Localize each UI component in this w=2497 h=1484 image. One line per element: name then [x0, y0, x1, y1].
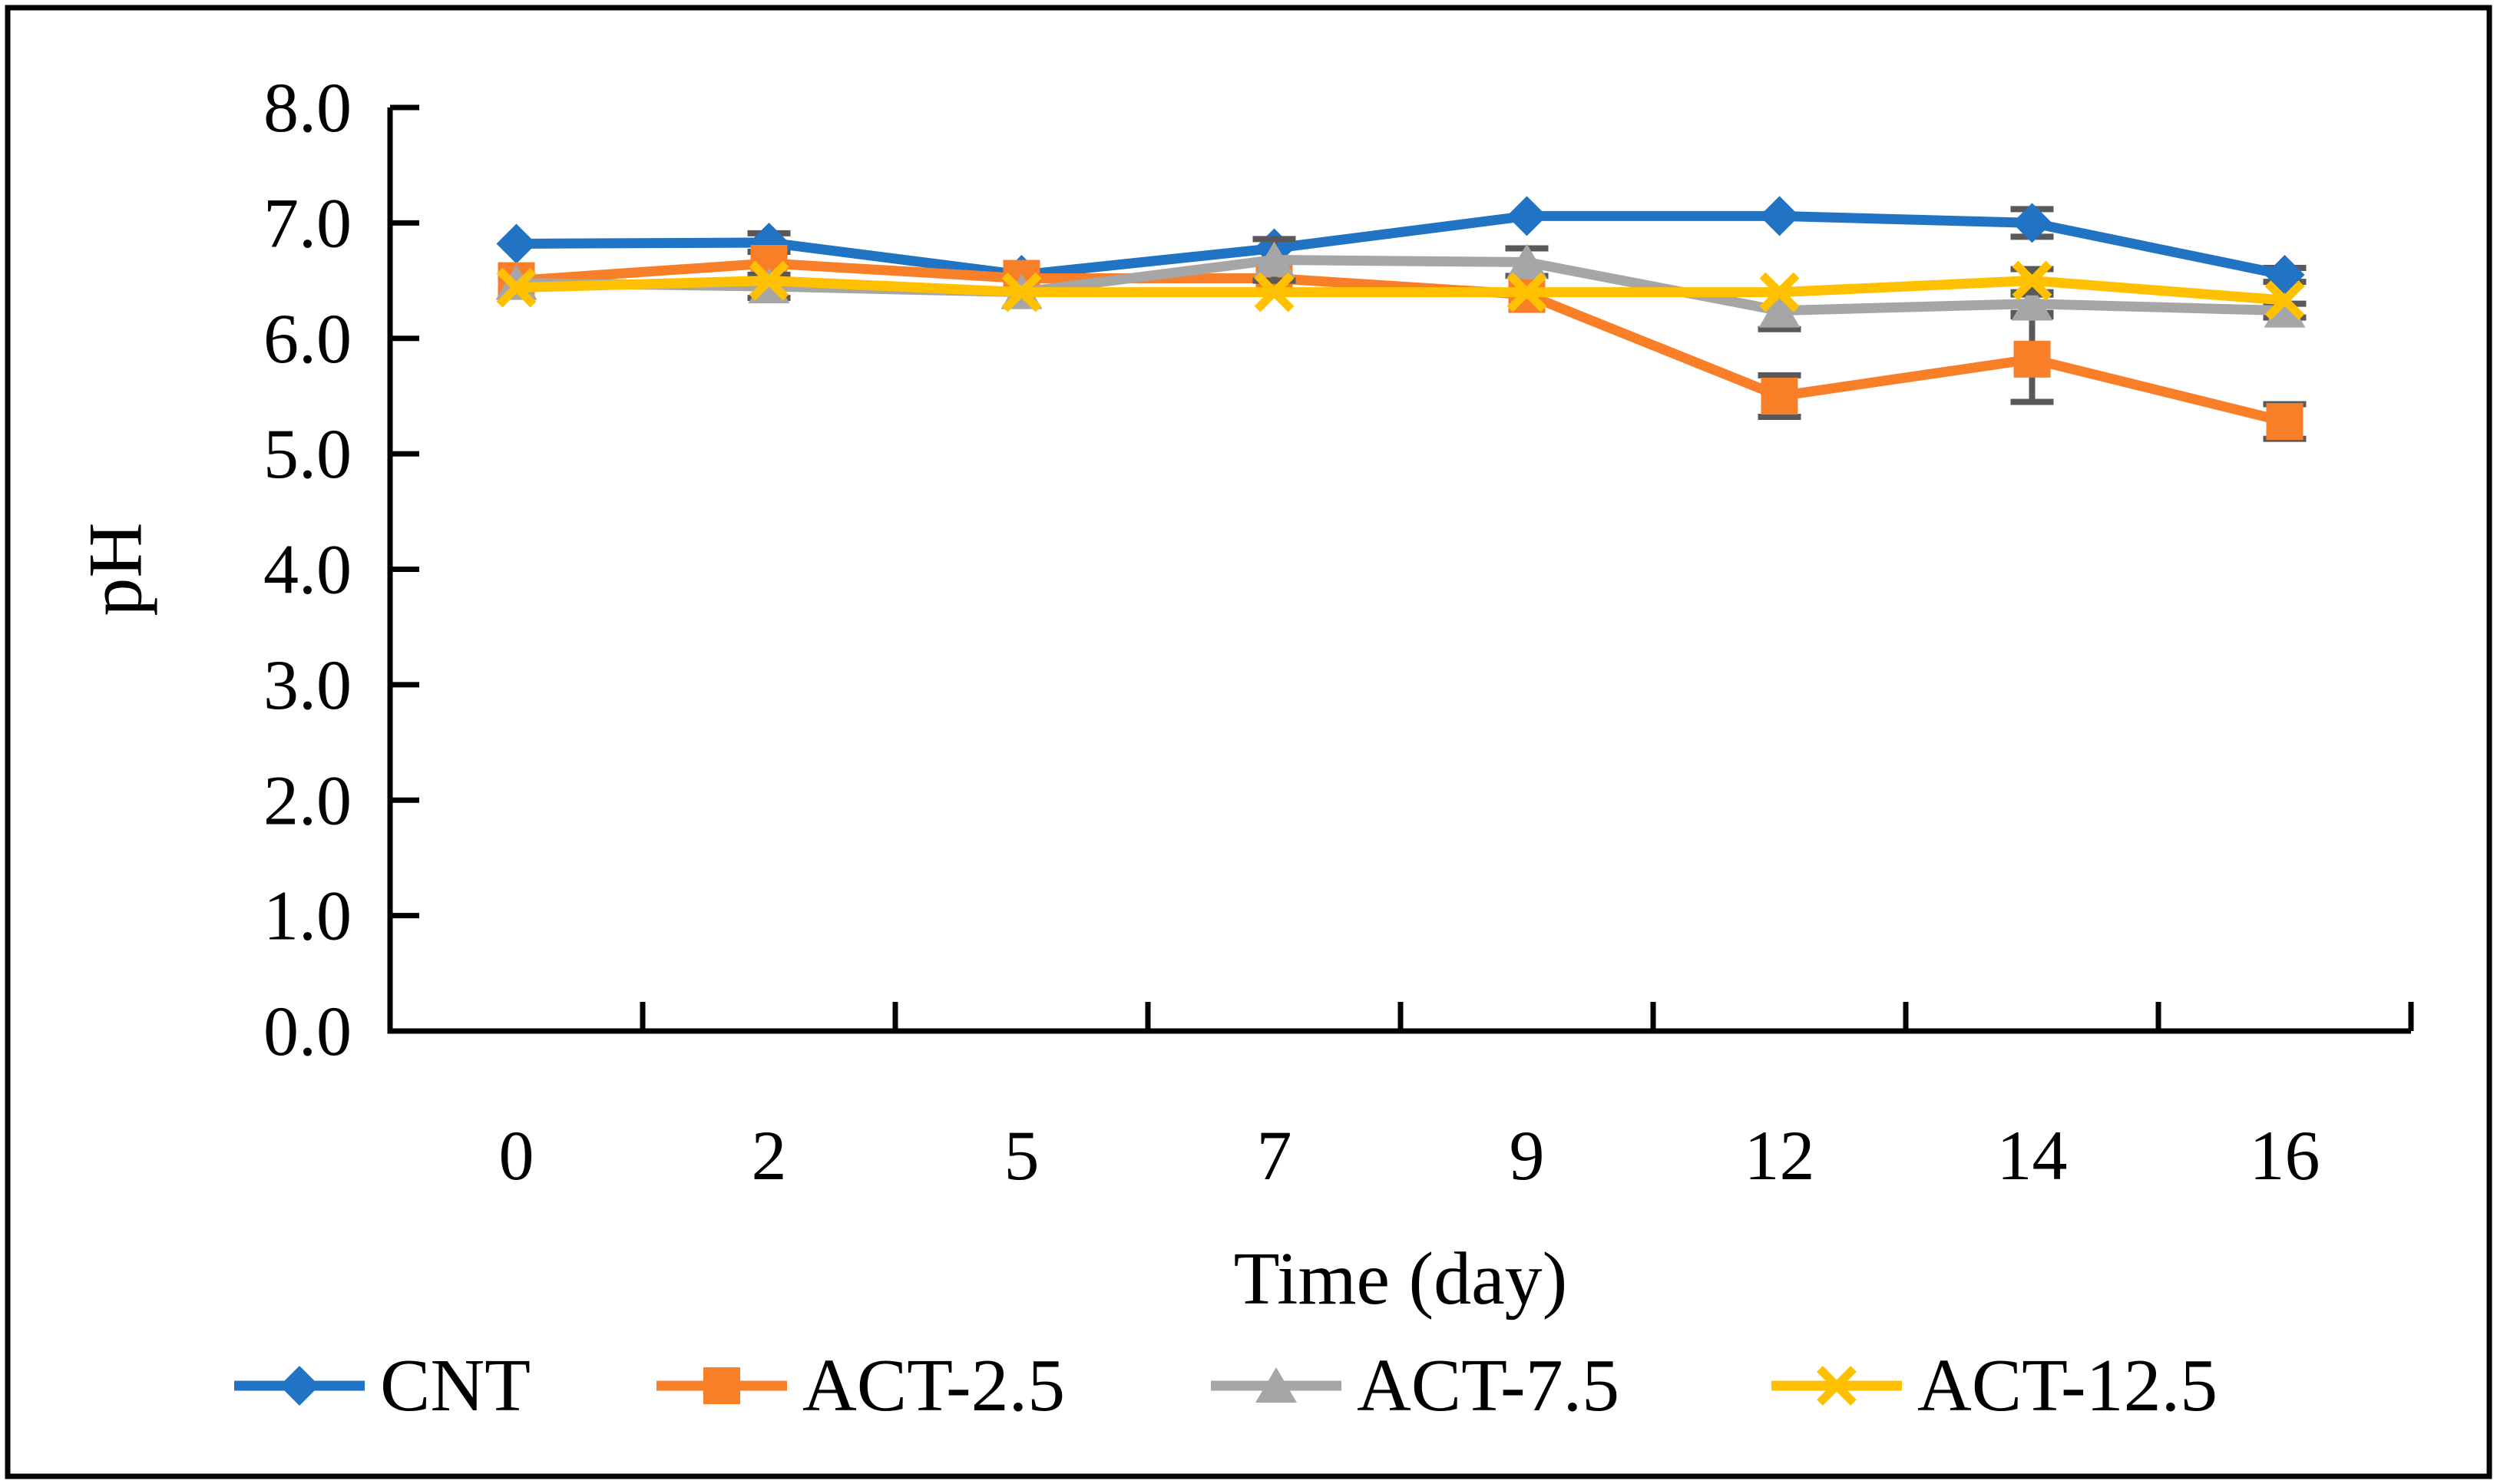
- y-tick-label: 0.0: [263, 992, 352, 1070]
- marker-triangle: [1758, 292, 1801, 328]
- marker-diamond: [279, 1366, 319, 1406]
- figure-border: [5, 5, 2492, 1479]
- series-line-CNT: [516, 210, 2286, 280]
- y-tick-label: 7.0: [263, 183, 352, 262]
- legend-label: ACT-7.5: [1357, 1344, 1619, 1427]
- marker-triangle: [2011, 285, 2053, 321]
- marker-triangle: [2264, 292, 2306, 328]
- marker-x: [1001, 272, 1042, 312]
- y-tick-label: 2.0: [263, 761, 352, 839]
- marker-square: [2266, 403, 2304, 441]
- marker-square: [703, 1367, 740, 1404]
- marker-x: [1254, 272, 1295, 312]
- y-axis-title: pH: [73, 522, 158, 616]
- y-tick-label: 8.0: [263, 68, 352, 147]
- marker-diamond: [2012, 203, 2052, 243]
- legend-label: CNT: [380, 1344, 531, 1427]
- y-tick-label: 4.0: [263, 530, 352, 609]
- series-line-ACT-2.5: [516, 258, 2287, 427]
- legend-label: ACT-12.5: [1917, 1344, 2218, 1427]
- marker-x: [2264, 280, 2305, 321]
- x-tick-label: 16: [2250, 1116, 2320, 1195]
- y-tick-label: 1.0: [263, 877, 352, 955]
- y-tick-label: 6.0: [263, 299, 352, 378]
- x-tick-label: 2: [752, 1116, 787, 1195]
- marker-square: [1761, 377, 1798, 415]
- marker-diamond: [1506, 196, 1547, 236]
- x-tick-label: 5: [1004, 1116, 1040, 1195]
- marker-x: [496, 267, 537, 308]
- legend-label: ACT-2.5: [802, 1344, 1065, 1427]
- marker-square: [2013, 340, 2051, 378]
- marker-triangle: [1253, 241, 1295, 277]
- marker-x: [1506, 272, 1547, 312]
- marker-triangle: [1255, 1367, 1297, 1403]
- series-line-ACT-12.5: [516, 276, 2286, 306]
- x-tick-label: 14: [1997, 1116, 2068, 1195]
- y-tick-label: 3.0: [263, 646, 352, 724]
- marker-diamond: [1759, 196, 1800, 236]
- marker-x: [1759, 272, 1800, 312]
- x-tick-label: 12: [1745, 1116, 1815, 1195]
- x-tick-label: 0: [499, 1116, 534, 1195]
- marker-diamond: [496, 223, 537, 264]
- x-tick-label: 9: [1510, 1116, 1545, 1195]
- marker-x: [1817, 1366, 1857, 1406]
- marker-x: [2012, 260, 2052, 301]
- x-axis-title: Time (day): [1234, 1238, 1568, 1320]
- marker-triangle: [1506, 243, 1548, 279]
- marker-x: [749, 260, 789, 301]
- y-tick-label: 5.0: [263, 415, 352, 493]
- x-tick-label: 7: [1257, 1116, 1292, 1195]
